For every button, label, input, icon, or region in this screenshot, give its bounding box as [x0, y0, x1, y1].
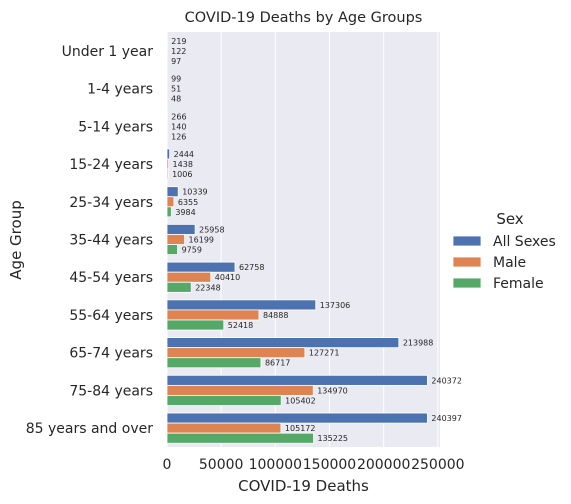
data-label: 127271	[309, 349, 340, 358]
data-label: 105402	[285, 396, 316, 405]
legend-title: Sex	[496, 210, 523, 228]
data-label: 1006	[172, 170, 192, 179]
data-label: 240397	[431, 414, 462, 423]
bar	[166, 186, 179, 198]
y-tick-labels: Under 1 year 1-4 years 5-14 years 15-24 yea…	[26, 44, 154, 437]
data-label: 40410	[215, 273, 240, 282]
data-label: 16199	[189, 236, 214, 245]
y-tick-label: 15-24 years	[69, 157, 153, 173]
legend-label: Female	[493, 276, 544, 292]
data-label: 134970	[317, 386, 348, 395]
x-axis-title: COVID-19 Deaths	[238, 477, 369, 495]
data-label: 137306	[320, 301, 351, 310]
bar	[166, 337, 400, 349]
bar	[166, 422, 282, 434]
y-tick-label: Under 1 year	[62, 44, 154, 60]
data-label: 105172	[285, 424, 316, 433]
bar	[166, 347, 306, 359]
legend-label: All Sexes	[493, 234, 556, 250]
data-label: 240372	[431, 376, 462, 385]
data-label: 25958	[199, 225, 224, 234]
y-axis-title: Age Group	[7, 200, 25, 279]
y-tick-label: 1-4 years	[87, 82, 153, 98]
bar	[166, 271, 212, 283]
bar	[166, 261, 236, 273]
data-label: 99	[171, 75, 181, 84]
legend-swatch	[452, 235, 482, 247]
y-tick-label: 65-74 years	[69, 346, 153, 362]
x-tick-label: 100000	[249, 457, 302, 473]
legend-swatch	[452, 277, 482, 289]
data-label: 9759	[182, 246, 202, 255]
data-label: 135225	[317, 434, 348, 443]
legend-swatch	[452, 256, 482, 268]
bar	[166, 319, 225, 331]
data-label: 213988	[403, 339, 434, 348]
bar	[166, 244, 178, 255]
data-label: 97	[171, 57, 181, 66]
data-label: 122	[171, 47, 186, 56]
bar	[166, 309, 260, 321]
bar	[166, 384, 314, 396]
data-label: 10339	[182, 188, 207, 197]
data-label: 219	[171, 37, 186, 46]
data-label: 6355	[178, 198, 198, 207]
y-tick-label: 85 years and over	[26, 421, 153, 437]
bar	[166, 412, 428, 424]
y-tick-label: 75-84 years	[69, 383, 153, 399]
data-label: 1438	[173, 160, 193, 169]
bar	[166, 158, 169, 170]
y-tick-label: 35-44 years	[69, 233, 153, 249]
x-tick-label: 250000	[411, 457, 464, 473]
y-tick-label: 25-34 years	[69, 195, 153, 211]
bar	[166, 357, 262, 369]
x-tick-label: 200000	[357, 457, 410, 473]
bar	[166, 196, 175, 208]
x-tick-label: 50000	[199, 457, 244, 473]
bar	[166, 206, 172, 218]
legend-label: Male	[493, 255, 526, 271]
y-tick-label: 45-54 years	[69, 270, 153, 286]
bar	[166, 395, 282, 406]
data-label: 51	[171, 85, 181, 94]
data-label: 2444	[174, 150, 194, 159]
bar	[166, 281, 192, 293]
data-label: 22348	[195, 283, 220, 292]
data-label: 266	[171, 112, 186, 121]
legend: Sex All Sexes Male Female	[452, 210, 556, 292]
y-tick-label: 55-64 years	[69, 308, 153, 324]
bar	[166, 432, 314, 444]
bar	[166, 148, 171, 160]
bars	[166, 35, 428, 444]
x-tick-labels: 0 50000 100000 150000 200000 250000	[163, 457, 465, 473]
bar	[166, 374, 428, 386]
bar	[166, 299, 317, 311]
x-tick-label: 0	[163, 457, 172, 473]
data-label: 62758	[239, 263, 264, 272]
y-tick-label: 5-14 years	[78, 119, 153, 135]
data-label: 48	[171, 95, 181, 104]
data-label: 3984	[175, 208, 195, 217]
chart-title: COVID-19 Deaths by Age Groups	[185, 10, 423, 26]
bar	[166, 224, 196, 235]
data-label: 84888	[263, 311, 288, 320]
x-tick-label: 150000	[303, 457, 356, 473]
bar	[166, 234, 185, 245]
data-label: 140	[171, 122, 186, 131]
data-label: 126	[171, 132, 186, 141]
bar	[166, 168, 169, 180]
data-label: 86717	[265, 359, 290, 368]
data-label: 52418	[228, 321, 253, 330]
